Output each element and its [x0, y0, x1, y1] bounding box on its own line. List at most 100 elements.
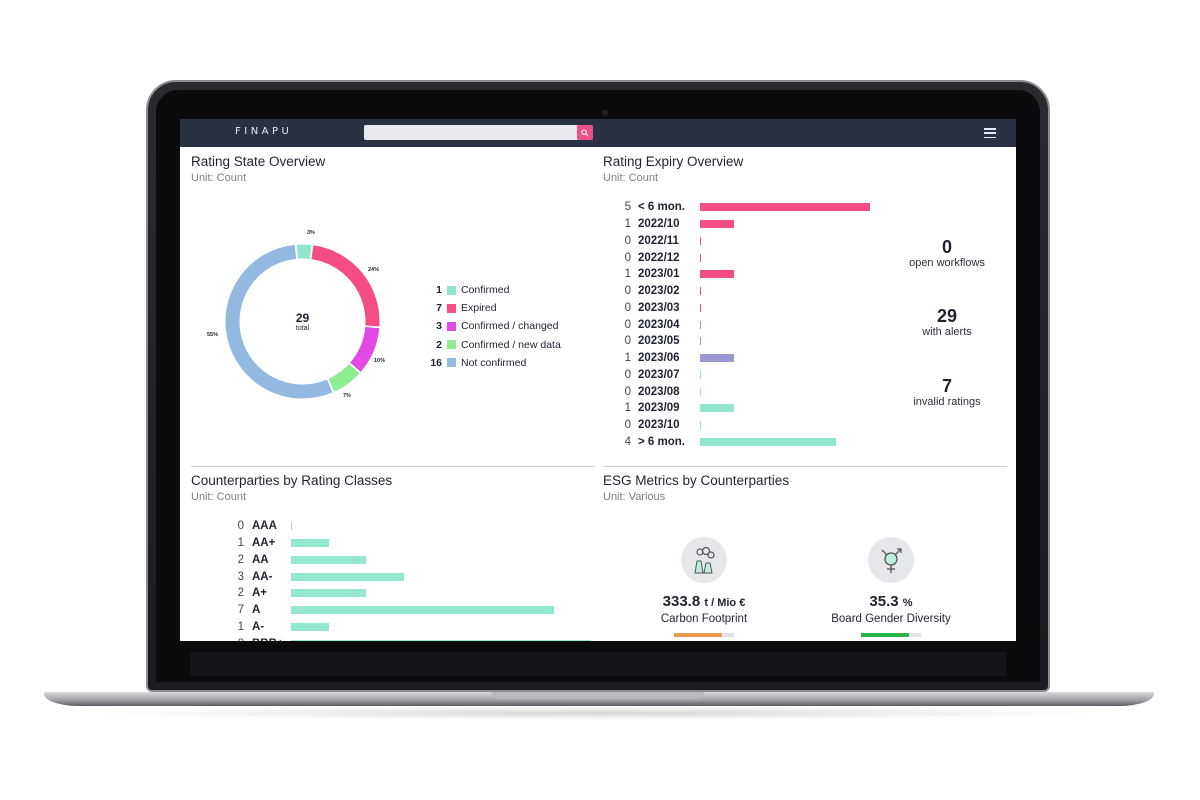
rating-class-row[interactable]: 1 AA+	[230, 535, 591, 552]
expiry-count: 5	[624, 201, 631, 214]
legend-swatch	[447, 285, 456, 295]
expiry-row[interactable]: 5 < 6 mon.	[617, 199, 870, 216]
legend-count: 16	[430, 356, 442, 369]
esg-unit-label: t / Mio €	[704, 597, 746, 609]
esg-title: ESG Metrics by Counterparties	[603, 473, 790, 488]
expiry-label: 2023/07	[638, 368, 680, 381]
legend-count: 3	[436, 320, 442, 333]
rating-state-donut: 29 total	[220, 239, 385, 404]
rating-class-bar	[291, 555, 366, 564]
rating-class-row[interactable]: 2 A+	[230, 585, 591, 602]
rating-class-row[interactable]: 3 AA-	[230, 568, 591, 585]
expiry-row[interactable]: 1 2023/09	[617, 400, 870, 417]
expiry-count: 1	[624, 352, 631, 365]
rating-class-row[interactable]: 0 AAA	[230, 518, 591, 535]
expiry-label: 2023/04	[638, 318, 680, 331]
esg-unit: Unit: Various	[603, 491, 666, 503]
expiry-row[interactable]: 1 2022/10	[617, 216, 870, 233]
rating-class-row[interactable]: 2 AA	[230, 552, 591, 569]
donut-segment[interactable]	[311, 245, 380, 327]
esg-progress-fill	[861, 633, 909, 637]
expiry-row[interactable]: 0 2023/02	[617, 283, 870, 300]
esg-progress-fill	[674, 633, 722, 637]
rating-expiry-unit: Unit: Count	[603, 172, 659, 184]
pct-label-confirmed: 3%	[307, 230, 315, 236]
legend-label: Expired	[461, 302, 497, 315]
search-icon	[581, 128, 589, 137]
expiry-bar	[700, 337, 702, 346]
pct-label-not-confirmed: 55%	[207, 332, 219, 338]
expiry-row[interactable]: 0 2023/07	[617, 367, 870, 384]
expiry-label: 2023/08	[638, 385, 680, 398]
expiry-bar	[700, 354, 734, 363]
donut-segment[interactable]	[349, 326, 380, 372]
expiry-row[interactable]: 1 2023/01	[617, 266, 870, 283]
expiry-count: 0	[624, 318, 631, 331]
expiry-bar	[700, 236, 702, 245]
laptop-base	[44, 692, 1154, 706]
legend-item[interactable]: 7 Expired	[420, 299, 561, 317]
esg-unit-label: %	[902, 597, 913, 609]
expiry-row[interactable]: 0 2023/04	[617, 316, 870, 333]
rating-class-bar	[291, 622, 329, 631]
rating-class-label: AAA	[252, 520, 277, 533]
expiry-row[interactable]: 0 2023/10	[617, 417, 870, 434]
rating-class-bar	[291, 522, 292, 531]
esg-value: 35.3	[869, 593, 899, 610]
expiry-row[interactable]: 0 2023/08	[617, 383, 870, 400]
expiry-row[interactable]: 0 2023/05	[617, 333, 870, 350]
legend-item[interactable]: 16 Not confirmed	[420, 354, 561, 372]
esg-value-line: 35.3 %	[816, 593, 966, 610]
legend-label: Confirmed / new data	[461, 338, 561, 351]
expiry-bar	[700, 220, 734, 229]
donut-segment[interactable]	[328, 363, 360, 392]
stat-invalid-ratings[interactable]: 7 invalid ratings	[882, 376, 1012, 408]
section-divider	[603, 466, 1007, 467]
donut-chart	[225, 244, 380, 399]
rating-classes-unit: Unit: Count	[191, 491, 247, 503]
legend-item[interactable]: 3 Confirmed / changed	[420, 317, 561, 335]
rating-state-legend: 1 Confirmed 7 Expired 3 Confirmed / changed 2 C…	[420, 281, 561, 372]
expiry-bar	[700, 320, 702, 329]
rating-class-row[interactable]: 1 A-	[230, 619, 591, 636]
rating-class-bar	[291, 539, 329, 548]
rating-class-bar	[291, 572, 404, 581]
expiry-label: > 6 mon.	[638, 435, 685, 448]
expiry-bar	[700, 303, 702, 312]
esg-metric-carbon[interactable]: 333.8 t / Mio € Carbon Footprint	[629, 537, 779, 637]
expiry-label: 2023/03	[638, 301, 680, 314]
rating-class-count: 1	[237, 537, 244, 550]
esg-metric-gender[interactable]: 35.3 % Board Gender Diversity	[816, 537, 966, 637]
legend-item[interactable]: 2 Confirmed / new data	[420, 336, 561, 354]
hamburger-menu-icon[interactable]	[984, 128, 996, 138]
rating-class-label: AA-	[252, 570, 273, 583]
app-logo[interactable]: FINAPU	[235, 126, 293, 137]
rating-class-label: A	[252, 604, 261, 617]
rating-class-count: 1	[237, 620, 244, 633]
legend-count: 7	[436, 302, 442, 315]
expiry-label: < 6 mon.	[638, 201, 685, 214]
expiry-count: 0	[624, 301, 631, 314]
stat-open-workflows[interactable]: 0 open workflows	[882, 237, 1012, 269]
expiry-count: 1	[624, 268, 631, 281]
rating-class-count: 2	[237, 553, 244, 566]
expiry-bar	[700, 370, 702, 379]
expiry-bar	[700, 203, 870, 212]
expiry-row[interactable]: 0 2022/12	[617, 249, 870, 266]
expiry-row[interactable]: 0 2022/11	[617, 233, 870, 250]
legend-item[interactable]: 1 Confirmed	[420, 281, 561, 299]
search-button[interactable]	[577, 125, 593, 140]
expiry-row[interactable]: 4 > 6 mon.	[617, 434, 870, 451]
legend-swatch	[447, 321, 456, 331]
stat-label: with alerts	[922, 326, 972, 338]
rating-class-row[interactable]: 8 BBB+	[230, 635, 591, 641]
stat-with-alerts[interactable]: 29 with alerts	[882, 306, 1012, 338]
expiry-row[interactable]: 1 2023/06	[617, 350, 870, 367]
search-input[interactable]	[364, 125, 592, 140]
expiry-row[interactable]: 0 2023/03	[617, 300, 870, 317]
screen-chin	[190, 652, 1006, 676]
donut-segment[interactable]	[225, 244, 333, 399]
esg-value: 333.8	[662, 593, 701, 610]
